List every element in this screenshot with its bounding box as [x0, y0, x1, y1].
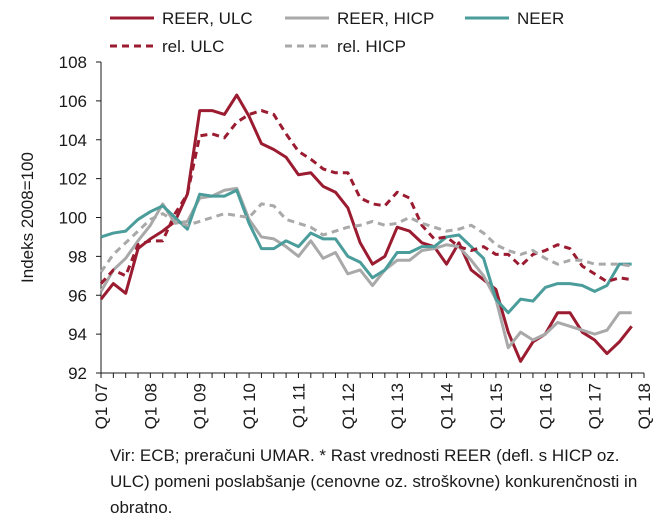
- x-tick-label: Q1 10: [240, 383, 259, 429]
- x-tick-label: Q1 08: [141, 383, 160, 429]
- source-note: Vir: ECB; preračuni UMAR. * Rast vrednos…: [110, 446, 638, 517]
- y-tick-label: 104: [59, 131, 87, 150]
- x-tick-label: Q1 15: [487, 383, 506, 429]
- y-tick-label: 94: [68, 325, 87, 344]
- legend-label-reer-ulc: REER, ULC: [162, 9, 253, 28]
- y-tick-label: 100: [59, 209, 87, 228]
- legend-label-reer-hicp: REER, HICP: [337, 9, 434, 28]
- x-tick-label: Q1 13: [388, 383, 407, 429]
- x-tick-label: Q1 09: [191, 383, 210, 429]
- x-tick-label: Q1 11: [289, 383, 308, 428]
- series-line-rel-ulc: [99, 109, 632, 285]
- y-tick-label: 98: [68, 247, 87, 266]
- series-line-reer-ulc: [99, 93, 633, 363]
- y-tick-label: 102: [59, 170, 87, 189]
- x-tick-label: Q1 17: [586, 383, 605, 429]
- legend-label-neer: NEER: [517, 9, 564, 28]
- x-tick-label: Q1 16: [536, 383, 555, 429]
- x-tick-label: Q1 07: [92, 383, 111, 429]
- series-line-rel-hicp: [99, 202, 632, 273]
- y-tick-label: 92: [68, 364, 87, 383]
- series-line-neer: [100, 188, 632, 315]
- x-tick-label: Q1 12: [339, 383, 358, 429]
- y-tick-label: 108: [59, 53, 87, 72]
- x-tick-label: Q1 18: [635, 383, 654, 429]
- chart-area: 92 94 96 98 100 102 104 106 108 Indeks 2008=100 Q1…: [18, 9, 654, 429]
- line-chart: 92 94 96 98 100 102 104 106 108 Indeks 2008=100 Q1…: [18, 9, 654, 429]
- series-line-reer-hicp: [99, 186, 632, 350]
- legend-label-rel-ulc: rel. ULC: [162, 37, 224, 56]
- y-tick-label: 106: [59, 92, 87, 111]
- y-axis-title: Indeks 2008=100: [18, 152, 37, 283]
- legend-label-rel-hicp: rel. HICP: [337, 37, 406, 56]
- x-tick-label: Q1 14: [438, 383, 457, 429]
- y-tick-label: 96: [68, 286, 87, 305]
